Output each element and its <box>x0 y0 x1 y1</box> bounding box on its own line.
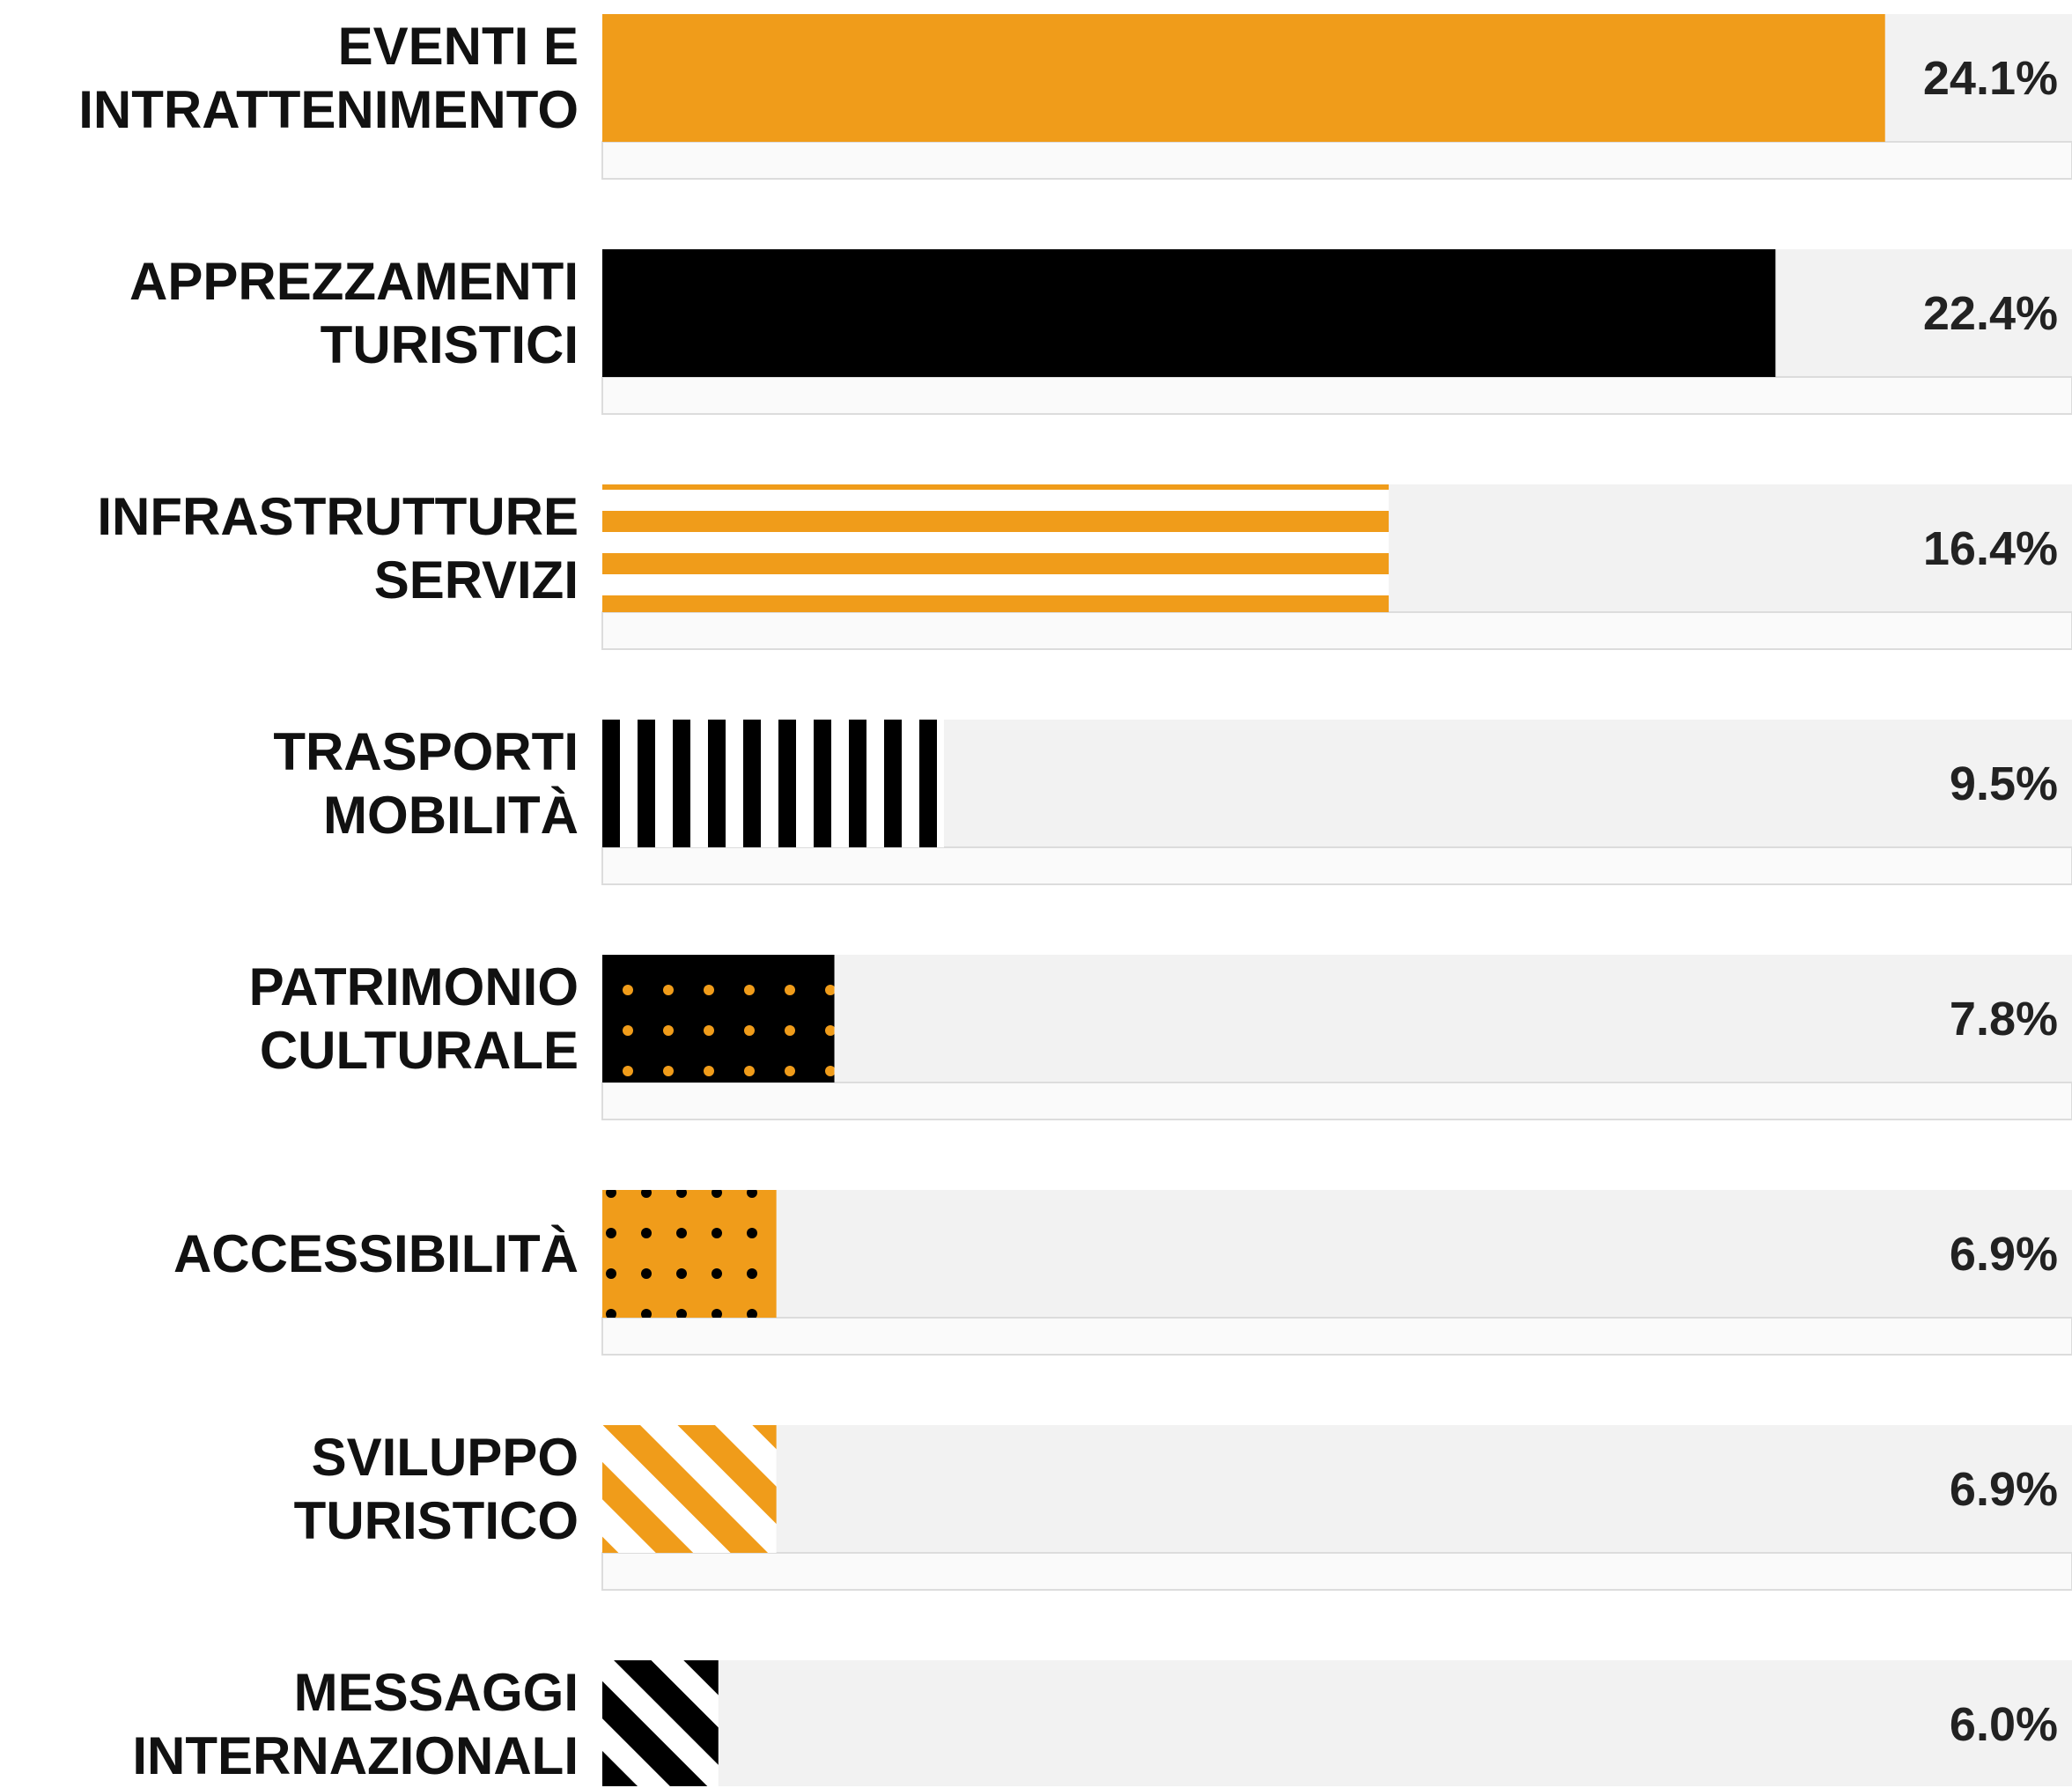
track-base <box>601 1317 2072 1356</box>
value-label: 16.4% <box>1922 521 2058 575</box>
track-base <box>601 1552 2072 1591</box>
bar-track <box>602 1425 2072 1553</box>
track-base <box>601 846 2072 885</box>
bar <box>602 1425 777 1553</box>
category-label: APPREZZAMENTI TURISTICI <box>129 251 579 374</box>
bar <box>602 720 944 847</box>
track-base <box>601 376 2072 415</box>
bar-track <box>602 1660 2072 1786</box>
track-base <box>601 1082 2072 1120</box>
bar-track <box>602 1190 2072 1318</box>
bar-track <box>602 955 2072 1082</box>
category-label: INFRASTRUTTURE SERVIZI <box>97 486 579 610</box>
category-label: SVILUPPO TURISTICO <box>293 1427 579 1550</box>
value-label: 9.5% <box>1949 757 2058 810</box>
value-label: 6.9% <box>1949 1227 2058 1281</box>
category-label: ACCESSIBILITÀ <box>173 1223 579 1283</box>
value-label: 7.8% <box>1949 992 2058 1045</box>
bar <box>602 955 835 1082</box>
bar <box>602 484 1390 612</box>
bar <box>602 14 1885 142</box>
track-base <box>601 141 2072 180</box>
value-label: 22.4% <box>1922 286 2058 340</box>
value-label: 6.9% <box>1949 1462 2058 1516</box>
bar <box>602 1660 719 1786</box>
value-label: 6.0% <box>1949 1697 2058 1751</box>
category-label: TRASPORTI MOBILITÀ <box>273 721 579 845</box>
track-base <box>601 611 2072 650</box>
value-label: 24.1% <box>1922 51 2058 105</box>
bar <box>602 249 1776 377</box>
category-label: EVENTI E INTRATTENIMENTO <box>78 16 579 139</box>
category-label: MESSAGGI INTERNAZIONALI <box>132 1662 579 1785</box>
category-label: PATRIMONIO CULTURALE <box>248 957 579 1080</box>
bar <box>602 1190 777 1318</box>
